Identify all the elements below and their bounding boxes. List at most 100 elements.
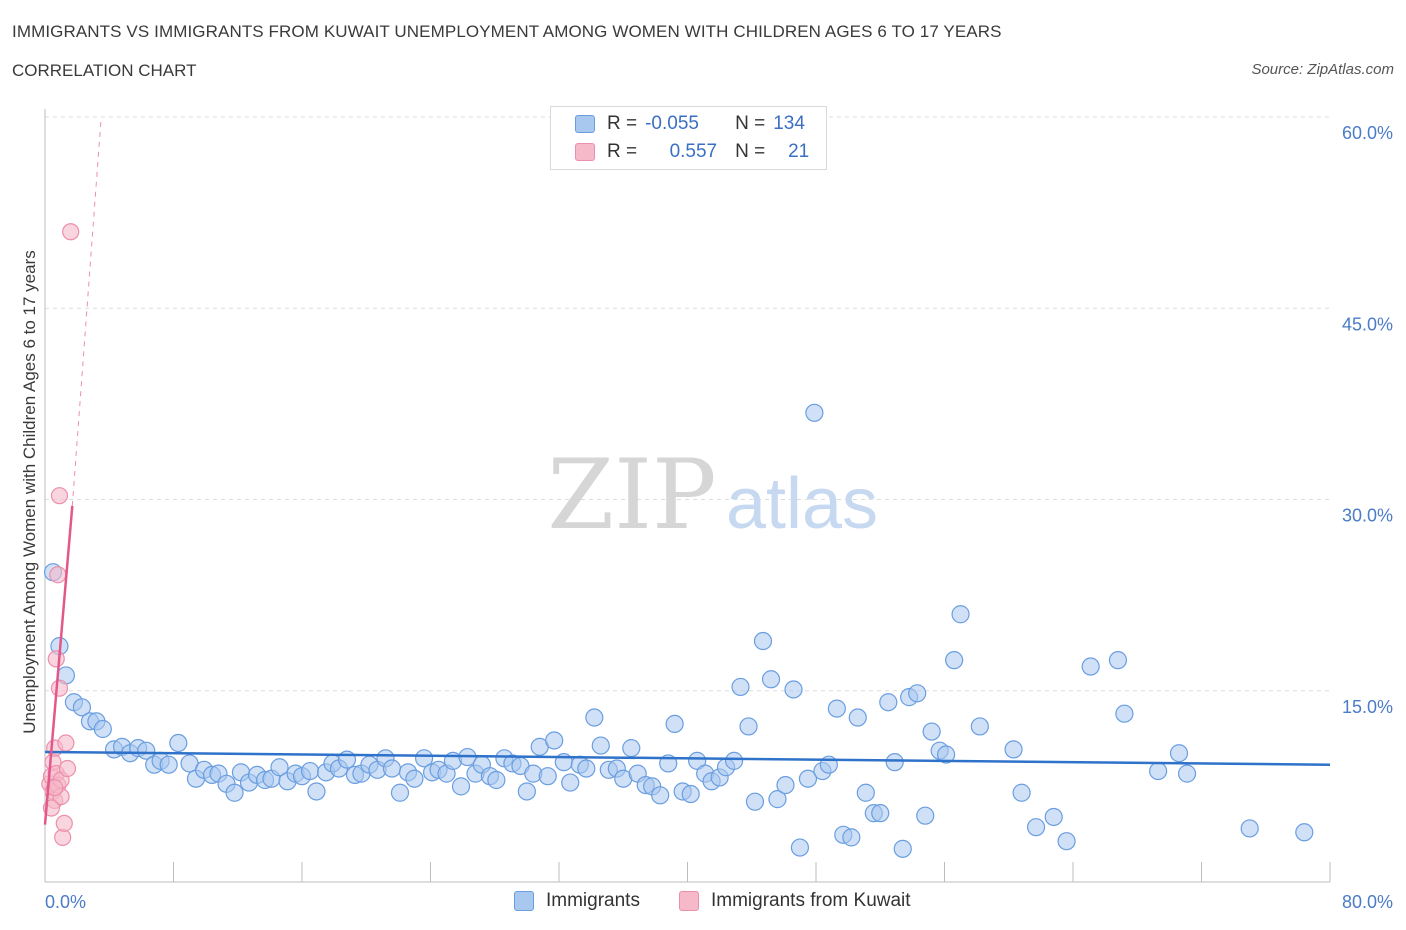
immigrants-point (951, 605, 970, 624)
immigrants-point (1012, 783, 1031, 802)
immigrants-trend-line (44, 750, 1331, 766)
legend-row-kuwait: R = 0.557 N = 21 (575, 140, 809, 164)
x-tick-label: 80.0% (1342, 892, 1393, 912)
immigrants-point (390, 783, 410, 802)
x-tick-label: 0.0% (45, 892, 86, 912)
immigrants-point (93, 719, 112, 739)
legend-row-immigrants: R = -0.055 N = 134 (575, 112, 805, 136)
immigrants-point (517, 782, 536, 801)
immigrants-point (753, 631, 773, 651)
immigrants-point (724, 751, 744, 770)
watermark-atlas: atlas (726, 464, 878, 544)
immigrants-point (451, 777, 471, 796)
kuwait-trend-extension (71, 116, 102, 506)
immigrants-point (307, 782, 326, 801)
legend-swatch-immigrants (575, 115, 595, 133)
immigrants-point (1177, 764, 1197, 783)
immigrants-point (414, 749, 434, 768)
immigrants-point (916, 806, 935, 825)
immigrants-point (585, 708, 604, 727)
x-tick-labels: 0.0% 80.0% (45, 892, 1393, 912)
kuwait-point (58, 759, 77, 778)
immigrants-point (405, 769, 424, 788)
immigrants-point (1149, 761, 1168, 781)
legend-swatch-kuwait (575, 143, 595, 161)
legend-n-value: 134 (773, 113, 805, 134)
immigrants-point (1057, 832, 1076, 851)
y-tick-label: 60.0% (1342, 123, 1393, 143)
immigrants-point (1169, 744, 1189, 763)
immigrants-point (545, 731, 564, 750)
immigrants-point (739, 717, 758, 736)
immigrants-point (761, 670, 781, 689)
immigrants-point (856, 783, 875, 802)
legend-r-value: -0.055 (645, 113, 699, 134)
immigrants-point (487, 770, 506, 790)
immigrants-point (908, 684, 927, 703)
immigrants-point (842, 828, 861, 847)
immigrants-point (577, 759, 596, 778)
kuwait-point (47, 650, 65, 668)
immigrants-point (922, 722, 941, 741)
legend-r-value: 0.557 (669, 141, 718, 162)
immigrants-point (561, 773, 580, 792)
immigrants-point (169, 733, 188, 753)
correlation-legend: R = -0.055 N = 134 R = 0.557 N = 21 (550, 106, 827, 170)
legend-r-label: R = (607, 113, 638, 134)
immigrants-point (1108, 651, 1128, 670)
y-tick-label: 30.0% (1342, 506, 1393, 526)
chart-title: IMMIGRANTS VS IMMIGRANTS FROM KUWAIT UNE… (12, 22, 1002, 41)
immigrants-point (945, 651, 964, 670)
legend-swatch-immigrants (514, 891, 534, 911)
immigrants-point (805, 403, 824, 422)
immigrants-point (1026, 818, 1046, 837)
legend-n-label: N = (735, 113, 766, 134)
immigrants-point (681, 784, 700, 804)
immigrants-point (871, 804, 890, 823)
immigrants-point (591, 736, 610, 755)
immigrants-point (1044, 807, 1063, 827)
legend-r-label: R = (607, 141, 638, 162)
trend-lines (43, 116, 1331, 825)
immigrants-point (137, 741, 156, 760)
kuwait-point (49, 566, 67, 584)
legend-item-kuwait: Immigrants from Kuwait (679, 890, 911, 912)
immigrants-point (665, 714, 684, 734)
immigrants-point (784, 680, 803, 699)
immigrants-point (225, 783, 244, 802)
chart-subtitle: CORRELATION CHART (12, 61, 197, 80)
immigrants-point (159, 755, 178, 774)
immigrants-point (382, 759, 402, 778)
kuwait-point (50, 679, 69, 697)
series-legend: Immigrants Immigrants from Kuwait (0, 890, 1406, 916)
y-tick-label: 45.0% (1342, 314, 1393, 334)
immigrants-point (1081, 657, 1100, 676)
immigrants-point (970, 717, 989, 736)
watermark: ZIP atlas (547, 439, 878, 551)
immigrants-point (72, 698, 92, 717)
immigrants-point (1004, 740, 1023, 759)
immigrants-point (1295, 823, 1314, 842)
kuwait-point (50, 487, 69, 505)
kuwait-trend-line (43, 505, 74, 825)
immigrants-point (538, 767, 557, 786)
y-tick-label: 15.0% (1342, 697, 1393, 717)
y-axis-label: Unemployment Among Women with Children A… (20, 250, 39, 734)
immigrants-point (731, 677, 750, 697)
legend-label-immigrants: Immigrants (546, 890, 640, 911)
legend-item-immigrants: Immigrants (514, 890, 640, 912)
kuwait-point (46, 779, 64, 797)
legend-label-kuwait: Immigrants from Kuwait (711, 890, 911, 911)
y-tick-labels: 15.0% 30.0% 45.0% 60.0% (1342, 123, 1393, 717)
immigrants-point (790, 838, 810, 857)
immigrants-point (885, 753, 904, 772)
immigrants-points (43, 403, 1314, 858)
immigrants-point (768, 790, 787, 809)
immigrants-point (893, 839, 912, 858)
immigrants-point (745, 792, 765, 811)
legend-n-value: 21 (788, 141, 810, 162)
legend-n-label: N = (735, 141, 766, 162)
immigrants-point (937, 745, 956, 764)
kuwait-point (57, 734, 75, 752)
